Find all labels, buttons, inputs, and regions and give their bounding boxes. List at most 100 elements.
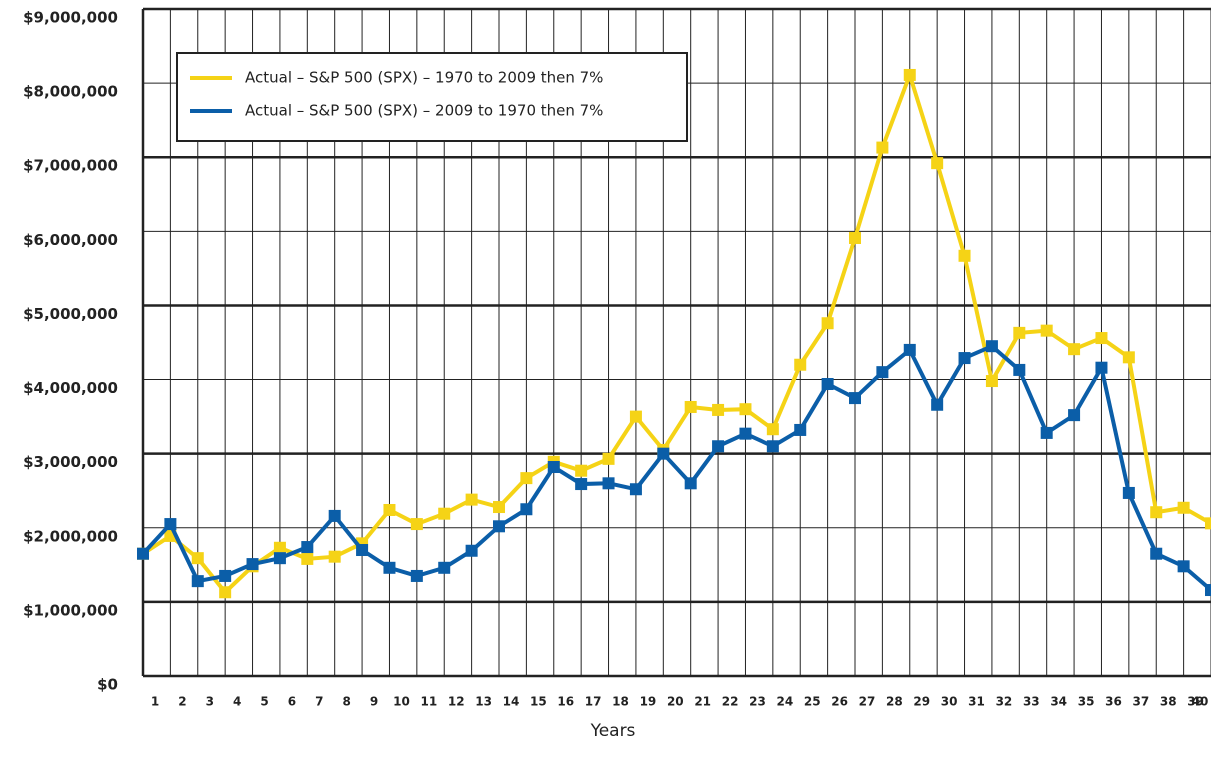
- x-tick-label: 26: [831, 695, 848, 709]
- x-tick-label: 10: [393, 695, 410, 709]
- data-point: [465, 493, 478, 506]
- x-tick-label: 4: [233, 695, 241, 709]
- data-point: [438, 561, 451, 574]
- x-tick-label: 23: [749, 695, 766, 709]
- data-point: [931, 157, 944, 170]
- y-tick-label: $0: [97, 676, 118, 694]
- series-line: [141, 343, 1211, 592]
- data-point: [246, 558, 259, 571]
- data-point: [821, 317, 834, 330]
- data-point: [301, 552, 314, 565]
- x-tick-label: 3: [206, 695, 214, 709]
- x-tick-label: 18: [612, 695, 629, 709]
- data-point: [602, 477, 615, 490]
- data-point: [1177, 560, 1190, 573]
- data-point: [410, 518, 423, 531]
- data-point: [383, 561, 396, 574]
- x-tick-label: 34: [1050, 695, 1067, 709]
- y-tick-label: $5,000,000: [23, 305, 118, 323]
- data-point: [1040, 426, 1053, 439]
- x-tick-label: 9: [370, 695, 378, 709]
- data-point: [575, 464, 588, 477]
- y-tick-label: $2,000,000: [23, 527, 118, 545]
- data-point: [328, 509, 341, 522]
- x-tick-label: 29: [913, 695, 930, 709]
- data-point: [1040, 324, 1053, 337]
- data-point: [1177, 501, 1190, 514]
- data-point: [629, 410, 642, 423]
- x-tick-label: 27: [859, 695, 876, 709]
- data-point: [1122, 486, 1135, 499]
- y-tick-label: $9,000,000: [23, 9, 118, 27]
- data-point: [438, 507, 451, 520]
- data-point: [465, 544, 478, 557]
- data-point: [821, 378, 834, 391]
- data-point: [794, 358, 807, 371]
- data-point: [766, 423, 779, 436]
- data-point: [547, 461, 560, 474]
- x-tick-label: 13: [475, 695, 492, 709]
- data-point: [712, 440, 725, 453]
- data-point: [876, 141, 889, 154]
- x-tick-label: 31: [968, 695, 985, 709]
- data-point: [493, 501, 505, 514]
- x-tick-label: 19: [640, 695, 657, 709]
- data-point: [1095, 361, 1108, 374]
- x-tick-label: 16: [557, 695, 574, 709]
- x-tick-label: 36: [1105, 695, 1122, 709]
- x-tick-label: 25: [804, 695, 821, 709]
- x-tick-label: 24: [776, 695, 793, 709]
- data-point: [137, 547, 149, 560]
- y-tick-label: $8,000,000: [23, 83, 118, 101]
- data-point: [191, 552, 204, 565]
- data-point: [849, 232, 861, 245]
- data-point: [985, 340, 998, 353]
- x-tick-label: 1: [151, 695, 159, 709]
- data-point: [739, 403, 752, 416]
- x-tick-label: 32: [996, 695, 1013, 709]
- data-point: [356, 544, 369, 557]
- x-tick-label: 11: [420, 695, 437, 709]
- data-point: [164, 518, 177, 531]
- data-point: [958, 249, 971, 262]
- x-tick-label: 38: [1160, 695, 1177, 709]
- data-point: [931, 398, 944, 411]
- data-point: [493, 520, 505, 533]
- x-tick-label: 8: [343, 695, 351, 709]
- x-tick-label: 28: [886, 695, 903, 709]
- x-tick-label: 17: [585, 695, 602, 709]
- data-point: [794, 423, 807, 436]
- data-point: [273, 552, 286, 565]
- data-point: [629, 483, 642, 496]
- data-point: [849, 392, 861, 405]
- x-tick-label: 7: [315, 695, 323, 709]
- x-tick-label: 14: [503, 695, 520, 709]
- data-point: [1150, 506, 1163, 519]
- data-point: [876, 366, 889, 379]
- data-point: [1095, 332, 1108, 345]
- data-point: [273, 541, 286, 554]
- data-point: [219, 586, 232, 599]
- x-tick-label: 33: [1023, 695, 1040, 709]
- legend-label: Actual – S&P 500 (SPX) – 2009 to 1970 th…: [245, 102, 603, 120]
- data-point: [383, 503, 396, 516]
- data-point: [328, 550, 341, 563]
- x-tick-label: 12: [448, 695, 465, 709]
- x-tick-label: 20: [667, 695, 684, 709]
- data-point: [766, 440, 779, 453]
- x-tick-label: 40: [1192, 695, 1209, 709]
- x-tick-label: 39: [1187, 695, 1204, 709]
- x-tick-label: 35: [1078, 695, 1095, 709]
- x-tick-label: 37: [1132, 695, 1149, 709]
- data-point: [1205, 584, 1211, 597]
- legend-box: [176, 52, 688, 142]
- y-tick-label: $6,000,000: [23, 231, 118, 249]
- y-tick-label: $4,000,000: [23, 379, 118, 397]
- y-tick-label: $7,000,000: [23, 157, 118, 175]
- data-point: [1013, 326, 1026, 339]
- x-tick-label: 5: [260, 695, 268, 709]
- data-point: [219, 569, 232, 582]
- y-tick-label: $3,000,000: [23, 453, 118, 471]
- data-point: [1205, 517, 1211, 530]
